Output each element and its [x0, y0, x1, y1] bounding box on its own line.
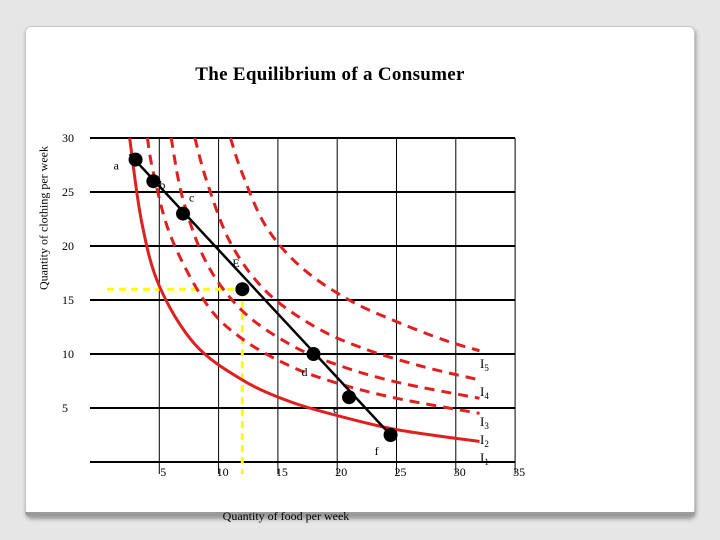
x-axis-label: Quantity of food per week	[222, 509, 350, 523]
x-tick-label: 15	[276, 465, 288, 479]
indifference-curve-i2	[145, 137, 480, 415]
curve-label-i5: I5	[480, 356, 489, 373]
y-tick-label: 10	[62, 347, 74, 361]
y-tick-label: 15	[62, 293, 74, 307]
point-label-e: E	[232, 256, 239, 270]
slide-card	[25, 26, 695, 516]
x-tick-label: 20	[335, 465, 347, 479]
point-d	[306, 347, 321, 361]
indifference-curve-i5	[229, 137, 480, 353]
point-label-d: d	[301, 365, 307, 379]
point-label-c: c	[189, 191, 194, 205]
curve-label-i1: I1	[480, 450, 489, 467]
point-a	[128, 152, 143, 167]
slide-shadow-edge	[25, 512, 695, 516]
point-f	[383, 428, 398, 442]
point-label-b: b	[159, 178, 165, 192]
curve-label-i4: I4	[480, 384, 489, 401]
point-e	[235, 282, 250, 297]
y-tick-label: 30	[62, 131, 74, 145]
indifference-curve-i3	[169, 137, 480, 400]
x-tick-label: 35	[513, 465, 525, 479]
budget-line	[128, 153, 392, 436]
point-b	[146, 174, 161, 189]
x-tick-label: 30	[454, 465, 466, 479]
point-c	[176, 206, 191, 221]
x-tick-label: 5	[160, 465, 166, 479]
y-tick-label: 20	[62, 239, 74, 253]
curve-label-i2: I2	[480, 432, 489, 449]
x-tick-label: 25	[395, 465, 407, 479]
point-label-f: f	[375, 444, 379, 458]
y-tick-label: 25	[62, 185, 74, 199]
chart-title: The Equilibrium of a Consumer	[195, 64, 465, 85]
point-e	[342, 390, 357, 405]
curve-label-i3: I3	[480, 414, 489, 431]
point-label-a: a	[114, 159, 120, 173]
x-tick-label: 10	[217, 465, 229, 479]
y-tick-label: 5	[62, 401, 68, 415]
point-label-e: e	[333, 402, 338, 416]
